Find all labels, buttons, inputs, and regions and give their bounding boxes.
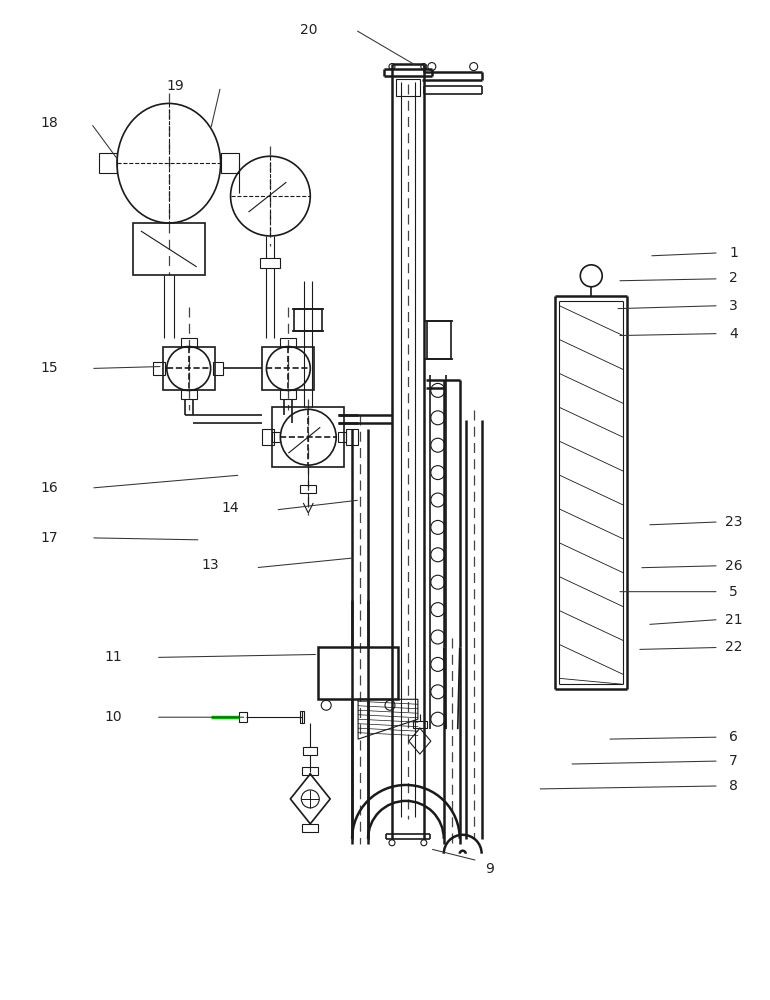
Text: 11: 11 — [104, 650, 122, 664]
Bar — [220, 153, 239, 173]
Bar — [273, 432, 280, 442]
Text: 4: 4 — [729, 327, 738, 341]
Text: 15: 15 — [40, 361, 58, 375]
Bar — [263, 429, 274, 445]
Bar — [181, 390, 196, 399]
Text: 7: 7 — [729, 754, 738, 768]
Bar — [303, 824, 318, 832]
Text: 6: 6 — [729, 730, 738, 744]
Text: 17: 17 — [40, 531, 58, 545]
Text: 16: 16 — [40, 481, 58, 495]
Bar — [427, 321, 450, 359]
Text: 1: 1 — [729, 246, 738, 260]
Bar — [263, 347, 314, 390]
Bar — [294, 309, 322, 331]
Bar — [396, 79, 420, 96]
Bar — [300, 711, 304, 723]
Text: 2: 2 — [729, 271, 738, 285]
Bar — [303, 747, 317, 755]
Bar — [239, 712, 246, 722]
Bar — [338, 432, 346, 442]
Bar — [133, 223, 205, 275]
Bar — [213, 362, 223, 375]
Text: 21: 21 — [725, 613, 742, 627]
Text: 5: 5 — [729, 585, 738, 599]
Bar — [280, 390, 296, 399]
Text: 14: 14 — [222, 501, 239, 515]
Text: 18: 18 — [40, 116, 58, 130]
Bar — [152, 362, 165, 375]
Bar — [413, 721, 427, 728]
Bar — [300, 485, 316, 493]
Text: 3: 3 — [729, 299, 738, 313]
Text: 10: 10 — [104, 710, 122, 724]
Text: 13: 13 — [202, 558, 219, 572]
Bar — [99, 153, 117, 173]
Text: 8: 8 — [729, 779, 738, 793]
Bar — [303, 767, 318, 775]
Bar — [162, 347, 215, 390]
Bar — [280, 338, 296, 347]
Text: 23: 23 — [725, 515, 742, 529]
Text: 20: 20 — [300, 23, 317, 37]
Text: 19: 19 — [167, 79, 185, 93]
Bar — [318, 647, 398, 699]
Text: 26: 26 — [725, 559, 742, 573]
Bar — [181, 338, 196, 347]
Bar — [260, 258, 280, 268]
Text: 9: 9 — [485, 862, 494, 876]
Bar — [346, 429, 358, 445]
Text: 22: 22 — [725, 640, 742, 654]
Bar — [273, 407, 344, 467]
